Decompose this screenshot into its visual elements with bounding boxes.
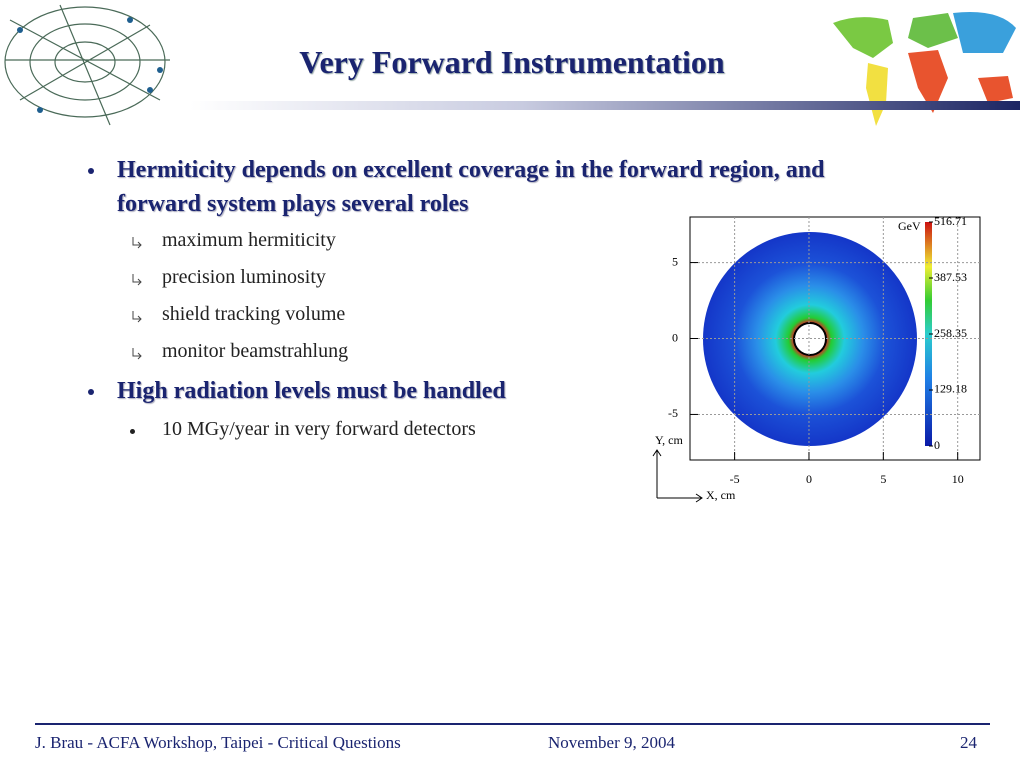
arrow-bullets xyxy=(132,237,142,360)
color-bar xyxy=(925,222,932,446)
x-tick-label: -5 xyxy=(730,472,740,486)
world-map-image xyxy=(833,12,1016,126)
footer-date: November 9, 2004 xyxy=(548,733,676,752)
x-tick-label: 5 xyxy=(880,472,886,486)
y-tick-label: 5 xyxy=(672,254,678,268)
color-tick-label: 0 xyxy=(934,438,940,452)
bullet-text: High radiation levels must be handled xyxy=(117,378,506,404)
x-tick-label: 0 xyxy=(806,472,812,486)
x-axis-label: X, cm xyxy=(706,488,736,502)
bullet xyxy=(88,389,94,395)
energy-map-figure: GeV Y, cm X, cm -5 0 5 10 5 0 -5 516.71 387.53 25… xyxy=(652,214,981,503)
bullet-text: Hermiticity depends on excellent coverag… xyxy=(117,157,825,217)
sub-bullet: shield tracking volume xyxy=(162,303,346,325)
y-axis-label: Y, cm xyxy=(655,433,683,447)
axis-arrows xyxy=(652,449,703,503)
sub-bullet: 10 MGy/year in very forward detectors xyxy=(162,418,476,440)
footer-left: J. Brau - ACFA Workshop, Taipei - Critic… xyxy=(35,733,401,752)
y-tick-label: -5 xyxy=(668,406,678,420)
unit-label: GeV xyxy=(898,219,921,233)
bullet xyxy=(88,168,94,174)
page-number: 24 xyxy=(960,733,977,752)
footer-rule xyxy=(35,723,990,725)
slide-title: Very Forward Instrumentation xyxy=(299,44,725,80)
color-tick-label: 516.71 xyxy=(934,214,967,228)
tracks-image xyxy=(4,4,170,126)
sub-bullet: precision luminosity xyxy=(162,266,326,288)
title-rule xyxy=(190,101,1020,110)
x-tick-label: 10 xyxy=(952,472,964,486)
color-tick-label: 129.18 xyxy=(934,382,967,396)
bullet xyxy=(130,429,135,434)
y-tick-label: 0 xyxy=(672,330,678,344)
color-tick-label: 387.53 xyxy=(934,270,967,284)
sub-bullet: monitor beamstrahlung xyxy=(162,340,349,362)
color-tick-label: 258.35 xyxy=(934,326,967,340)
sub-bullet: maximum hermiticity xyxy=(162,229,336,251)
